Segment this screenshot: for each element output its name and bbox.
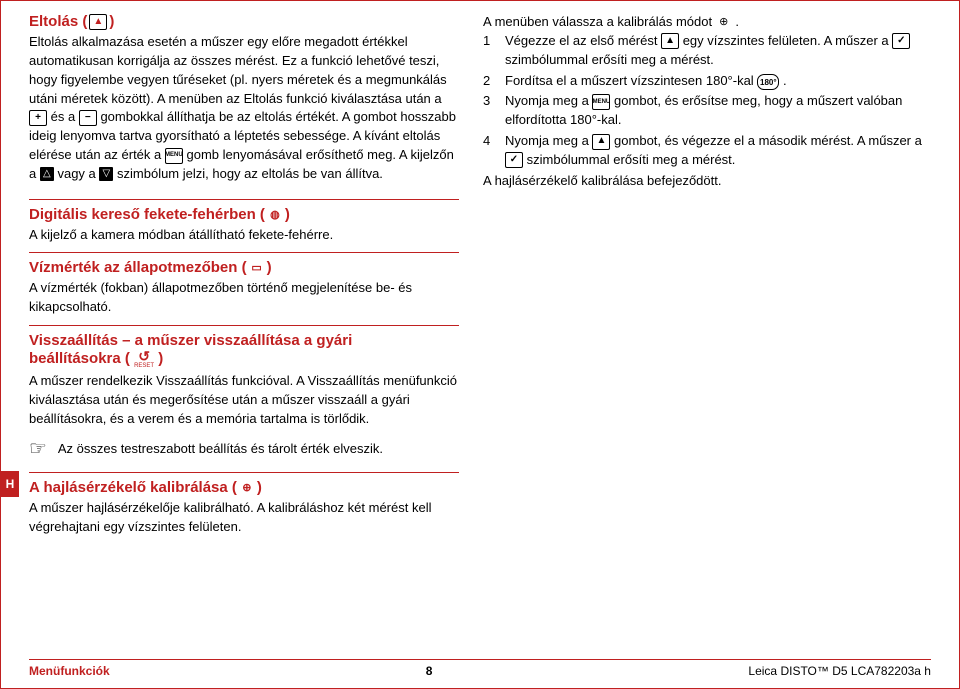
text: Nyomja meg a [505,93,592,108]
target-icon: ⊕ [239,480,255,494]
step-text: Nyomja meg a MENU gombot, és erősítse me… [505,92,931,130]
footer-doc: Leica DISTO™ D5 LCA782203a h [748,664,931,678]
text: vagy a [57,166,99,181]
text: szimbólummal erősíti meg a mérést. [527,152,736,167]
step-text: Nyomja meg a ▲ gombot, és végezze el a m… [505,132,931,170]
step-text: Végezze el az első mérést ▲ egy vízszint… [505,32,931,70]
title-post: ) [158,350,163,367]
text: és a [51,109,79,124]
minus-icon: − [79,110,97,126]
text: szimbólum jelzi, hogy az eltolás be van … [117,166,383,181]
side-tab: H [1,471,19,497]
title-post: ) [257,479,262,496]
right-top: A menüben válassza a kalibrálás módot ⊕ … [483,13,931,32]
text: gombot, és végezze el a második mérést. … [614,133,922,148]
step-num: 3 [483,92,495,130]
step-text: Fordítsa el a műszert vízszintesen 180°-… [505,72,787,91]
icon-180: 180° [757,74,779,90]
step-3: 3 Nyomja meg a MENU gombot, és erősítse … [483,92,931,130]
page: H Eltolás ( ▲ ) Eltolás alkalmazása eset… [0,0,960,689]
text: szimbólummal erősíti meg a mérést. [505,52,714,67]
plus-icon: + [29,110,47,126]
left-column: Eltolás ( ▲ ) Eltolás alkalmazása esetén… [29,13,459,191]
left-stack: Digitális kereső fekete-fehérben ( ◍ ) A… [29,199,459,537]
divider [29,199,459,200]
hajl-title: A hajlásérzékelő kalibrálása ( ⊕ ) [29,479,459,496]
vissza-body: A műszer rendelkezik Visszaállítás funkc… [29,372,459,429]
delta-up-icon: △ [40,167,54,181]
step-num: 4 [483,132,495,170]
camera-icon: ◍ [267,207,283,221]
dist-icon: ▲ [89,14,107,30]
footer-page: 8 [426,664,433,678]
text: Nyomja meg a [505,133,592,148]
vissza-title: Visszaállítás – a műszer visszaállítása … [29,332,459,369]
note-text: Az összes testreszabott beállítás és tár… [58,441,383,456]
title-text: Digitális kereső fekete-fehérben ( [29,206,265,223]
vizm-body: A vízmérték (fokban) állapotmezőben tört… [29,279,459,317]
title-post: ) [285,206,290,223]
menu-icon: MENU [592,94,610,110]
title-line1: Visszaállítás – a műszer visszaállítása … [29,332,459,349]
text: . [735,14,739,29]
eltolas-title-post: ) [109,13,114,30]
text: Végezze el az első mérést [505,33,661,48]
digital-body: A kijelző a kamera módban átállítható fe… [29,226,459,245]
title-post: ) [267,259,272,276]
eltolas-title: Eltolás ( ▲ ) [29,13,459,30]
level-icon: ▭ [249,261,265,275]
step-4: 4 Nyomja meg a ▲ gombot, és végezze el a… [483,132,931,170]
eltolas-title-pre: Eltolás ( [29,13,87,30]
title-text: Vízmérték az állapotmezőben ( [29,259,247,276]
hand-icon: ☞ [29,435,47,464]
title-text: beállításokra ( [29,350,130,367]
step-2: 2 Fordítsa el a műszert vízszintesen 180… [483,72,931,91]
divider [29,325,459,326]
delta-down-icon: ▽ [99,167,113,181]
check-icon: ✓ [892,33,910,49]
text: Eltolás alkalmazása esetén a műszer egy … [29,34,447,106]
calibration-steps: 1 Végezze el az első mérést ▲ egy vízszi… [483,32,931,170]
step-1: 1 Végezze el az első mérést ▲ egy vízszi… [483,32,931,70]
text: Fordítsa el a műszert vízszintesen 180°-… [505,73,757,88]
text: A menüben válassza a kalibrálás módot [483,14,716,29]
title-line2: beállításokra ( ↺RESET ) [29,349,459,369]
divider [29,472,459,473]
title-text: A hajlásérzékelő kalibrálása ( [29,479,237,496]
digital-title: Digitális kereső fekete-fehérben ( ◍ ) [29,206,459,223]
hajl-body: A műszer hajlásérzékelője kalibrálható. … [29,499,459,537]
step-num: 1 [483,32,495,70]
menu-icon: MENU [165,148,183,164]
eltolas-body: Eltolás alkalmazása esetén a műszer egy … [29,33,459,184]
footer-section: Menüfunkciók [29,664,110,678]
divider [29,252,459,253]
target-icon: ⊕ [716,16,732,30]
vizm-title: Vízmérték az állapotmezőben ( ▭ ) [29,259,459,276]
right-column: A menüben válassza a kalibrálás módot ⊕ … [483,13,931,191]
dist-icon: ▲ [592,134,610,150]
text: . [783,73,787,88]
footer: Menüfunkciók 8 Leica DISTO™ D5 LCA782203… [29,659,931,678]
reset-label: RESET [134,363,154,369]
reset-icon: ↺RESET [134,349,154,369]
two-columns: Eltolás ( ▲ ) Eltolás alkalmazása esetén… [29,13,931,191]
check-icon: ✓ [505,152,523,168]
vissza-note: ☞ Az összes testreszabott beállítás és t… [29,435,459,464]
dist-icon: ▲ [661,33,679,49]
text: egy vízszintes felületen. A műszer a [683,33,893,48]
calibration-end: A hajlásérzékelő kalibrálása befejeződöt… [483,172,931,191]
step-num: 2 [483,72,495,91]
